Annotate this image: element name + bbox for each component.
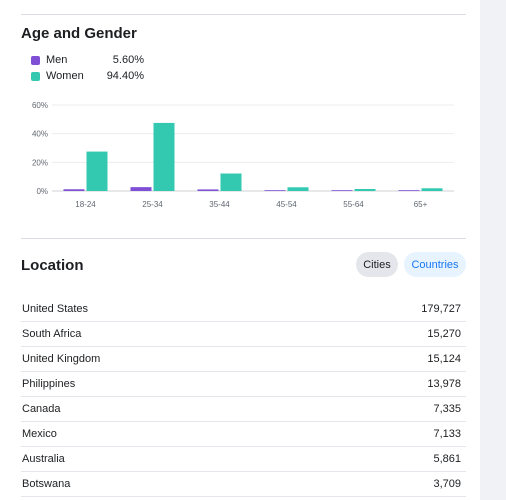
location-value: 15,124 bbox=[427, 353, 461, 365]
location-name: Philippines bbox=[22, 378, 76, 390]
x-tick-label: 18-24 bbox=[75, 200, 96, 209]
table-row: Australia 5,861 bbox=[21, 447, 466, 472]
bar-women-25-34[interactable] bbox=[153, 122, 175, 191]
location-value: 5,861 bbox=[433, 453, 461, 465]
location-value: 7,335 bbox=[433, 403, 461, 415]
location-value: 15,270 bbox=[427, 328, 461, 340]
table-row: United Kingdom 15,124 bbox=[21, 347, 466, 372]
bar-men-55-64[interactable] bbox=[331, 190, 353, 191]
bar-men-35-44[interactable] bbox=[197, 189, 219, 191]
location-value: 13,978 bbox=[427, 378, 461, 390]
legend-item-women: Women 94.40% bbox=[31, 68, 144, 84]
location-name: Botswana bbox=[22, 478, 71, 490]
location-name: Canada bbox=[22, 403, 61, 415]
table-row: Canada 7,335 bbox=[21, 397, 466, 422]
y-tick-label: 60% bbox=[32, 101, 48, 110]
men-swatch bbox=[31, 55, 40, 65]
x-tick-label: 35-44 bbox=[209, 200, 230, 209]
countries-toggle-button[interactable]: Countries bbox=[404, 252, 466, 277]
top-divider bbox=[21, 14, 466, 15]
section-divider bbox=[21, 238, 466, 239]
table-row: United States 179,727 bbox=[21, 297, 466, 322]
x-tick-label: 65+ bbox=[414, 200, 428, 209]
location-name: Mexico bbox=[22, 428, 57, 440]
bar-men-25-34[interactable] bbox=[130, 187, 152, 191]
y-tick-label: 20% bbox=[32, 158, 48, 167]
insights-card: Age and Gender Men 5.60% Women 94.40% 0%… bbox=[0, 0, 480, 500]
location-table: United States 179,727 South Africa 15,270 Un… bbox=[21, 297, 466, 497]
bar-women-18-24[interactable] bbox=[86, 151, 108, 191]
legend-value-women: 94.40% bbox=[106, 70, 144, 82]
legend-value-men: 5.60% bbox=[112, 54, 144, 66]
table-row: Mexico 7,133 bbox=[21, 422, 466, 447]
y-tick-label: 0% bbox=[36, 187, 48, 196]
legend-item-men: Men 5.60% bbox=[31, 52, 144, 68]
cities-toggle-button[interactable]: Cities bbox=[356, 252, 398, 277]
y-tick-label: 40% bbox=[32, 130, 48, 139]
location-name: Australia bbox=[22, 453, 65, 465]
table-row: South Africa 15,270 bbox=[21, 322, 466, 347]
age-gender-chart: 0% 20% 40% 60% 18-24 25-34 35-44 45-54 55-64 65+ bbox=[32, 101, 454, 209]
location-name: United Kingdom bbox=[22, 353, 101, 365]
gender-legend: Men 5.60% Women 94.40% bbox=[31, 52, 144, 84]
legend-label-women: Women bbox=[46, 70, 84, 82]
table-row: Philippines 13,978 bbox=[21, 372, 466, 397]
bar-women-55-64[interactable] bbox=[354, 188, 376, 191]
x-tick-label: 25-34 bbox=[142, 200, 163, 209]
bar-women-65+[interactable] bbox=[421, 188, 443, 191]
x-tick-label: 55-64 bbox=[343, 200, 364, 209]
location-value: 179,727 bbox=[421, 303, 461, 315]
location-value: 7,133 bbox=[433, 428, 461, 440]
bar-women-45-54[interactable] bbox=[287, 187, 309, 191]
women-swatch bbox=[31, 71, 40, 81]
age-gender-title: Age and Gender bbox=[21, 25, 137, 42]
x-tick-label: 45-54 bbox=[276, 200, 297, 209]
location-value: 3,709 bbox=[433, 478, 461, 490]
location-name: South Africa bbox=[22, 328, 82, 340]
legend-label-men: Men bbox=[46, 54, 68, 66]
bar-men-65+[interactable] bbox=[398, 190, 420, 191]
location-name: United States bbox=[22, 303, 89, 315]
table-row: Botswana 3,709 bbox=[21, 472, 466, 497]
page-gutter bbox=[480, 0, 506, 500]
bar-men-45-54[interactable] bbox=[264, 190, 286, 191]
bar-women-35-44[interactable] bbox=[220, 173, 242, 191]
bar-men-18-24[interactable] bbox=[63, 189, 85, 191]
location-title: Location bbox=[21, 257, 84, 274]
